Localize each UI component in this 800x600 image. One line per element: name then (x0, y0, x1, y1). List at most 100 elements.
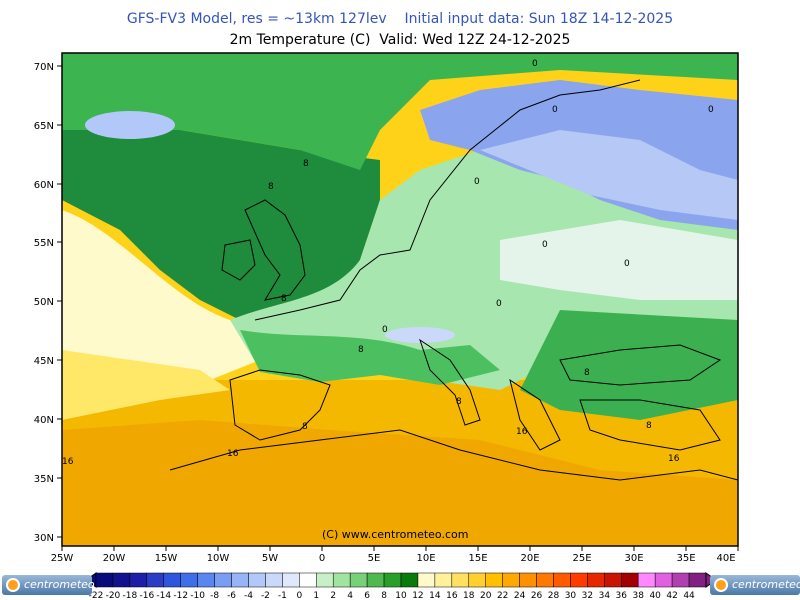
field-north-green (62, 53, 738, 170)
lat-label-50n: 50N (34, 297, 54, 308)
legend-swatch (553, 572, 571, 588)
contour-label: 8 (358, 345, 364, 355)
lat-label-45n: 45N (34, 356, 54, 367)
legend-tick-label: 14 (429, 591, 441, 600)
legend-tick-label: 30 (565, 591, 577, 600)
legend-tick-label: 40 (649, 591, 661, 600)
lon-label-25e: 25E (572, 553, 591, 564)
contour-label: 8 (646, 421, 652, 431)
lon-axis: 25W 20W 15W 10W 5W 0 5E 10E 15E 20E 25E … (51, 546, 739, 564)
lat-label-30n: 30N (34, 533, 54, 544)
legend-tick-label: 32 (582, 591, 593, 600)
legend-tick-label: 18 (463, 591, 475, 600)
legend-tick-label: 20 (480, 591, 492, 600)
legend-swatch (265, 572, 283, 588)
contour-label: 8 (302, 422, 308, 432)
contour-label: 8 (281, 294, 287, 304)
coast-turkey (579, 399, 721, 451)
lon-label-10w: 10W (207, 553, 230, 564)
contour-label: 0 (708, 105, 714, 115)
contour-label: 0 (542, 240, 548, 250)
contour-label: 0 (532, 59, 538, 69)
lon-label-15w: 15W (155, 553, 178, 564)
lon-label-30e: 30E (624, 553, 643, 564)
legend-swatch (316, 572, 334, 588)
contour-label-group: 0 0 0 0 0 0 0 0 8 8 8 8 8 8 8 8 16 16 16… (62, 59, 714, 467)
legend-swatch (536, 572, 554, 588)
lon-label-0: 0 (319, 553, 325, 564)
contour-label: 0 (624, 259, 630, 269)
contour-label: 8 (303, 159, 309, 169)
contour-label: 0 (496, 299, 502, 309)
lon-label-10e: 10E (416, 553, 435, 564)
lat-label-70n: 70N (34, 62, 54, 73)
contour-label: 0 (382, 325, 388, 335)
lon-label-5e: 5E (368, 553, 381, 564)
legend-tick-label: 0 (296, 591, 302, 600)
contour-label: 8 (584, 368, 590, 378)
legend-swatch (383, 572, 402, 588)
map-frame (61, 52, 739, 547)
legend-tick-label: -20 (106, 591, 121, 600)
legend-tick-label: 24 (514, 591, 526, 600)
legend-tick-label: -1 (278, 591, 287, 600)
contour-label: 8 (456, 397, 462, 407)
coastlines (169, 79, 738, 481)
coast-great-britain (244, 199, 306, 301)
logo-text: centrometeo (732, 578, 800, 591)
legend-tick-label: -8 (210, 591, 219, 600)
field-alps-cold (385, 327, 455, 343)
legend-swatch (332, 572, 351, 588)
legend-swatch (248, 572, 266, 588)
legend-tick-label: 36 (616, 591, 628, 600)
legend-tick-label: -22 (89, 591, 104, 600)
legend-swatch (485, 572, 503, 588)
title-line-model: GFS-FV3 Model, res = ~13km 127lev Initia… (126, 11, 674, 27)
watermark-text: (C) www.centrometeo.com (322, 528, 468, 541)
legend-swatch (180, 572, 198, 588)
legend-tick-label: -12 (173, 591, 188, 600)
contour-label: 16 (227, 449, 239, 459)
legend-swatch (637, 572, 656, 588)
legend-swatch (214, 572, 232, 588)
contour-label: 16 (668, 454, 680, 464)
legend-swatch (400, 572, 419, 588)
legend-tick-label: -18 (123, 591, 138, 600)
legend-swatch (451, 572, 470, 588)
lon-label-15e: 15E (468, 553, 487, 564)
logo-sun-icon (714, 578, 728, 592)
field-turkey-green (520, 310, 738, 420)
legend-colorbar (85, 572, 717, 588)
field-cold-light-blue (480, 130, 738, 220)
coast-ireland (221, 239, 256, 281)
legend-swatch (366, 572, 385, 588)
field-south-europe-green (240, 330, 500, 385)
lat-label-60n: 60N (34, 180, 54, 191)
coast-balkans (509, 378, 561, 451)
legend-tick-label: 1 (313, 591, 319, 600)
lat-label-40n: 40N (34, 415, 54, 426)
lon-label-25w: 25W (51, 553, 74, 564)
legend-swatch (197, 572, 215, 588)
coast-black-sea (559, 344, 722, 386)
legend-tick-label: -10 (190, 591, 205, 600)
legend-swatch (434, 572, 453, 588)
contour-label: 0 (474, 177, 480, 187)
logo-text: centrometeo (24, 578, 95, 591)
legend-swatch (282, 572, 300, 588)
legend-tick-label: 6 (364, 591, 370, 600)
legend-labels: -22 -20 -18 -16 -14 -12 -10 -8 -6 -4 -2 -1 0 1 2 4 6 8 10 1… (89, 591, 695, 600)
contour-label: 8 (268, 182, 274, 192)
field-hot-south (62, 420, 738, 546)
legend-tick-label: 2 (330, 591, 336, 600)
contour-label: 16 (516, 427, 528, 437)
legend-tick-label: 12 (412, 591, 423, 600)
field-iceland-cold (85, 111, 175, 139)
centrometeo-logo-right: centrometeo (710, 575, 800, 595)
legend-swatch (163, 572, 181, 588)
field-atlantic-yellow (62, 350, 230, 420)
legend-swatch (468, 572, 486, 588)
legend-tick-label: 42 (666, 591, 677, 600)
logo-sun-icon (6, 578, 20, 592)
